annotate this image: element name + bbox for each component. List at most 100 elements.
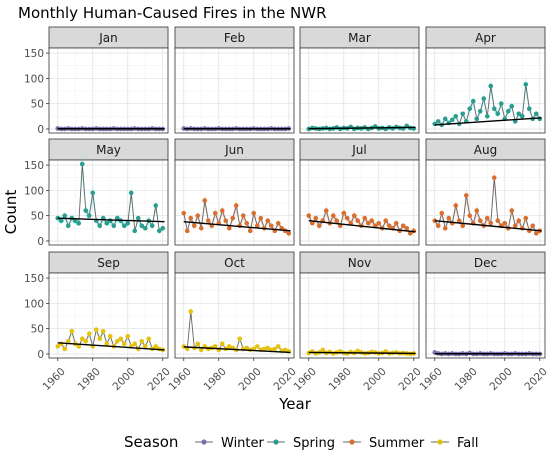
data-point — [467, 213, 473, 218]
data-point — [121, 223, 127, 229]
panel-background — [426, 160, 545, 245]
data-point — [453, 114, 459, 119]
strip-label: Aug — [474, 143, 497, 157]
data-point — [435, 223, 441, 229]
data-point — [153, 344, 159, 349]
data-point — [128, 190, 134, 196]
data-point — [135, 215, 141, 221]
legend-key-fall — [437, 439, 443, 445]
data-point — [523, 215, 529, 221]
data-point — [114, 215, 120, 221]
data-point — [306, 126, 312, 132]
facet-panel-jun: Jun — [174, 138, 295, 246]
data-point — [474, 208, 480, 213]
trend-line — [308, 351, 416, 355]
data-point — [484, 215, 490, 221]
data-point — [258, 215, 264, 221]
data-point — [195, 341, 201, 347]
data-point — [156, 228, 162, 234]
y-tick-label: 150 — [24, 273, 44, 285]
facet-panel-jul: Jul — [299, 138, 420, 246]
data-point — [449, 117, 455, 123]
strip-label: May — [96, 143, 121, 157]
data-point — [286, 231, 292, 236]
y-tick-label: 150 — [24, 160, 44, 172]
data-point — [467, 106, 473, 112]
data-point — [369, 218, 375, 224]
data-point — [153, 203, 159, 208]
data-point — [139, 223, 145, 229]
data-point — [355, 218, 361, 224]
y-tick-label: 100 — [24, 298, 44, 310]
y-axis-title: Count — [2, 190, 20, 235]
data-point — [498, 101, 504, 106]
data-point — [198, 347, 204, 353]
strip-label: Feb — [224, 31, 245, 45]
facet-panel-apr: Apr — [425, 26, 546, 134]
data-point — [142, 344, 148, 349]
data-point — [83, 208, 89, 213]
legend-key-summer — [349, 439, 355, 445]
data-point — [104, 341, 110, 347]
data-point — [76, 220, 82, 226]
data-point — [344, 215, 350, 221]
y-tick-label: 0 — [37, 124, 44, 136]
data-point — [219, 341, 225, 347]
data-point — [495, 218, 501, 224]
legend-label-spring: Spring — [293, 436, 335, 451]
data-point — [355, 348, 361, 354]
strip-label: Mar — [348, 31, 371, 45]
data-point — [261, 346, 267, 352]
data-point — [505, 108, 511, 114]
facet-panel-aug: Aug — [425, 138, 546, 246]
data-point — [530, 223, 536, 229]
data-point — [58, 218, 64, 224]
data-point — [502, 220, 508, 226]
data-point — [435, 119, 441, 124]
data-point — [488, 83, 494, 89]
data-point — [351, 213, 357, 218]
legend-key-winter — [201, 439, 207, 445]
data-point — [516, 111, 522, 117]
panel-background — [175, 273, 294, 358]
panel-background — [426, 273, 545, 358]
data-point — [254, 223, 260, 229]
data-point — [275, 220, 281, 226]
data-point — [313, 215, 319, 221]
strip-label: Jul — [351, 143, 366, 157]
data-point — [212, 210, 218, 216]
data-point — [62, 213, 68, 218]
trend-line — [434, 220, 542, 232]
strip-label: Jun — [224, 143, 244, 157]
data-point — [470, 98, 476, 104]
trend-line — [308, 220, 416, 233]
data-point — [533, 111, 539, 117]
data-point — [226, 344, 232, 349]
y-tick-label: 0 — [37, 349, 44, 361]
data-point — [62, 346, 68, 352]
y-tick-label: 100 — [24, 185, 44, 197]
panel-border — [174, 159, 295, 246]
data-point — [519, 114, 525, 119]
data-point — [83, 339, 89, 344]
data-point — [251, 210, 257, 216]
data-point — [516, 218, 522, 224]
data-point — [495, 111, 501, 117]
legend-title: Season — [124, 433, 178, 451]
data-point — [282, 347, 288, 353]
data-point — [125, 220, 131, 226]
data-point — [393, 220, 399, 226]
legend-key-spring — [273, 439, 279, 445]
data-point — [362, 215, 368, 221]
data-point — [114, 339, 120, 344]
data-point — [460, 111, 466, 117]
data-point — [491, 175, 497, 181]
strip-label: Apr — [475, 31, 496, 45]
panel-border — [425, 272, 546, 359]
data-point — [104, 220, 110, 226]
data-point — [237, 336, 243, 342]
data-point — [254, 344, 260, 349]
strip-label: Jan — [98, 31, 118, 45]
data-point — [97, 336, 103, 342]
data-point — [523, 82, 529, 87]
